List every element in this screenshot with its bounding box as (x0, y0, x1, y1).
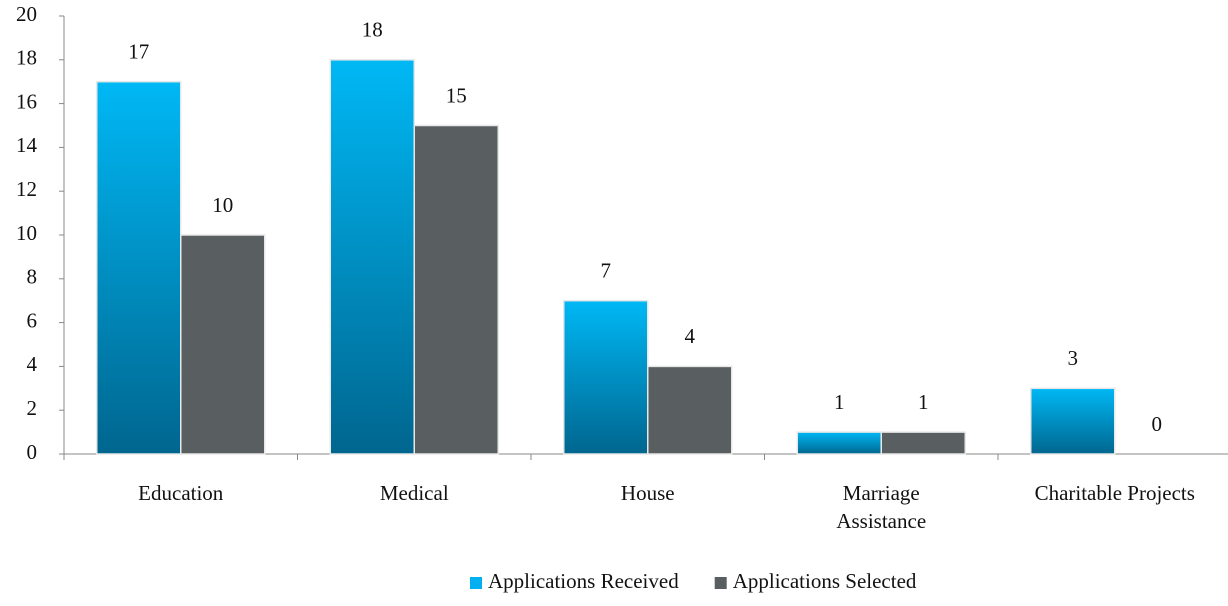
bar (796, 431, 882, 455)
y-tick-label: 18 (16, 46, 37, 70)
legend-swatch (470, 577, 482, 589)
bar (880, 431, 966, 455)
data-label: 7 (601, 259, 612, 283)
legend-swatch (714, 577, 727, 589)
x-tick-label: Education (138, 481, 224, 505)
data-label: 1 (918, 390, 929, 414)
x-tick-label: Medical (379, 481, 449, 505)
y-tick-label: 10 (16, 221, 37, 245)
bar (96, 80, 182, 455)
y-tick-label: 6 (27, 308, 38, 332)
y-tick-label: 20 (16, 2, 37, 26)
y-tick-label: 2 (27, 396, 38, 420)
y-tick-label: 0 (27, 440, 38, 464)
y-tick-label: 16 (16, 89, 37, 113)
y-tick-label: 12 (16, 177, 37, 201)
y-tick-label: 4 (27, 352, 38, 376)
bar (1030, 387, 1116, 455)
data-label: 15 (446, 83, 467, 107)
bar (180, 234, 266, 455)
legend-label: Applications Received (488, 569, 679, 593)
bar (413, 124, 499, 455)
bar (647, 365, 733, 455)
data-label: 3 (1068, 346, 1079, 370)
x-tick-label: Marriage Assistance (836, 481, 927, 533)
bar (563, 299, 649, 455)
data-label: 1 (834, 390, 845, 414)
x-tick-label: House (620, 481, 675, 505)
data-label: 0 (1152, 412, 1163, 436)
data-label: 17 (128, 40, 149, 64)
legend-label: Applications Selected (733, 569, 917, 593)
y-tick-label: 14 (16, 133, 38, 157)
y-tick-label: 8 (27, 265, 38, 289)
data-label: 18 (362, 18, 383, 42)
x-tick-label: Charitable Projects (1034, 481, 1195, 505)
data-label: 10 (212, 193, 233, 217)
data-label: 4 (685, 324, 696, 348)
bar (329, 59, 415, 455)
